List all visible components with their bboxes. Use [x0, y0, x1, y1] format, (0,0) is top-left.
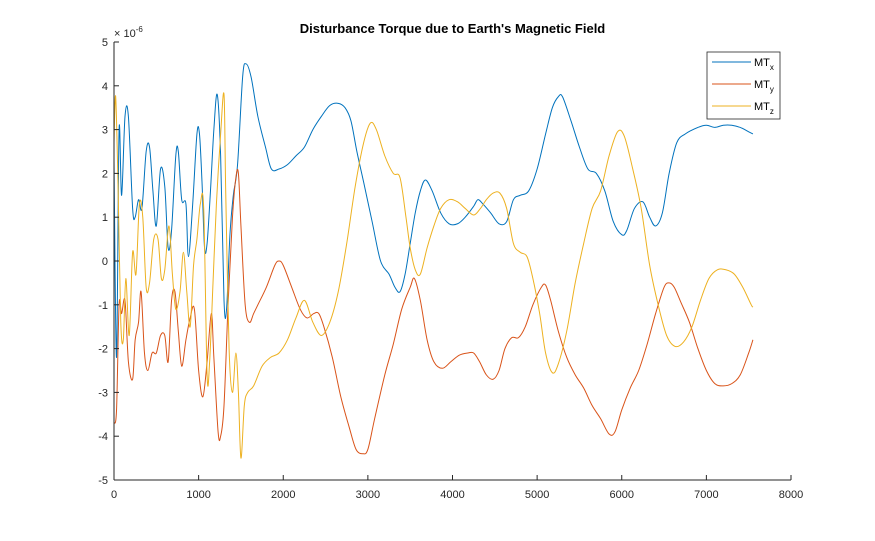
series-layer	[113, 63, 754, 459]
y-tick-label: 5	[102, 37, 108, 49]
legend-label-mtx-sub: x	[770, 63, 774, 72]
y-tick-label: 2	[102, 168, 108, 180]
y-tick-label: -5	[98, 475, 108, 487]
y-tick-label: 3	[102, 125, 108, 137]
svg-text:MTx: MTx	[754, 57, 774, 72]
x-tick-label: 2000	[271, 489, 295, 501]
y-tick-label: -2	[98, 344, 108, 356]
legend-label-mtz: MT	[754, 101, 770, 113]
legend-label-mtx: MT	[754, 57, 770, 69]
x-tick-label: 8000	[779, 489, 803, 501]
x-tick-label: 5000	[525, 489, 549, 501]
legend-box	[706, 51, 781, 120]
x-tick-label: 0	[111, 489, 117, 501]
legend-entry-mty: MTy	[712, 79, 774, 94]
legend-entry-mtz: MTz	[712, 101, 774, 116]
x-tick-label: 1000	[186, 489, 210, 501]
y-tick-label: 1	[102, 212, 108, 224]
x-ticks: 0 1000 2000 3000 4000 5000 6000 7000 8000	[111, 475, 803, 501]
x-tick-label: 6000	[610, 489, 634, 501]
y-ticks: -5 -4 -3 -2 -1 0 1 2 3 4 5	[98, 37, 119, 487]
y-tick-label: -4	[98, 431, 108, 443]
legend: MTx MTy MTz	[706, 51, 781, 120]
series-line-mtx	[113, 63, 754, 358]
svg-text:MTz: MTz	[754, 101, 774, 116]
plot-area: 0 1000 2000 3000 4000 5000 6000 7000 8000 -5 -4 -3…	[98, 37, 803, 501]
y-tick-label: 4	[102, 81, 108, 93]
legend-label-mtz-sub: z	[770, 107, 774, 116]
chart-title: Disturbance Torque due to Earth's Magnet…	[300, 21, 606, 36]
y-exponent-label: × 10-6	[114, 25, 143, 40]
y-tick-label: 0	[102, 256, 108, 268]
x-tick-label: 4000	[440, 489, 464, 501]
y-exponent-base: × 10	[114, 28, 136, 40]
series-line-mty	[113, 168, 754, 455]
svg-text:MTy: MTy	[754, 79, 774, 94]
y-tick-label: -3	[98, 387, 108, 399]
y-exponent-power: -6	[136, 25, 144, 34]
y-tick-label: -1	[98, 300, 108, 312]
legend-label-mty-sub: y	[770, 85, 774, 94]
x-tick-label: 7000	[694, 489, 718, 501]
series-line-mtz	[113, 92, 754, 459]
x-tick-label: 3000	[356, 489, 380, 501]
legend-label-mty: MT	[754, 79, 770, 91]
legend-entry-mtx: MTx	[712, 57, 774, 72]
svg-text:× 10-6: × 10-6	[114, 25, 143, 40]
